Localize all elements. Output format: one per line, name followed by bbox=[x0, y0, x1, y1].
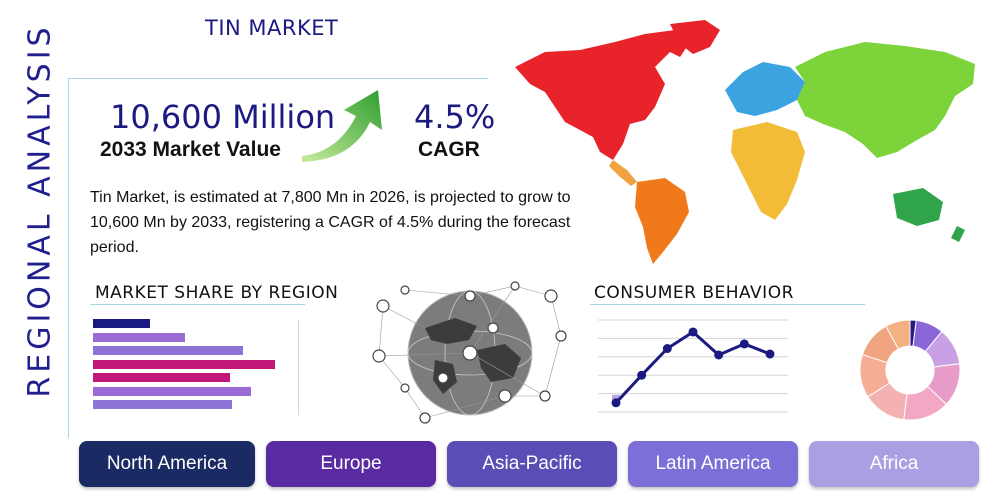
region-button-latin-america[interactable]: Latin America bbox=[628, 441, 798, 487]
new-zealand-shape bbox=[951, 226, 965, 242]
donut-chart bbox=[859, 319, 961, 421]
market-description: Tin Market, is estimated at 7,800 Mn in … bbox=[90, 189, 571, 256]
market-value: 10,600 Million bbox=[110, 98, 336, 136]
bar-5 bbox=[93, 373, 231, 382]
network-globe-image bbox=[372, 281, 567, 424]
australia-shape bbox=[893, 188, 943, 226]
asia-shape bbox=[795, 42, 975, 158]
line-point-1 bbox=[611, 398, 621, 408]
frame-left-line bbox=[68, 78, 69, 438]
bar-4 bbox=[93, 359, 276, 369]
line-point-5 bbox=[714, 350, 724, 360]
region-button-north-america[interactable]: North America bbox=[79, 441, 255, 487]
regional-analysis-text: REGIONAL ANALYSIS bbox=[22, 22, 58, 398]
africa-shape bbox=[731, 122, 805, 220]
region-label: Africa bbox=[869, 453, 919, 474]
line-point-2 bbox=[637, 370, 647, 380]
north-america-shape bbox=[515, 30, 690, 160]
bar-1 bbox=[93, 319, 151, 328]
bar-3 bbox=[93, 346, 243, 355]
bar-2 bbox=[93, 332, 186, 342]
region-label: North America bbox=[106, 453, 228, 474]
line-point-6 bbox=[739, 339, 749, 349]
region-label: Europe bbox=[320, 453, 382, 474]
greenland-shape bbox=[670, 20, 720, 54]
cagr-value: 4.5% bbox=[414, 98, 496, 136]
market-value-label: 2033 Market Value bbox=[100, 138, 281, 161]
page-title: TIN MARKET bbox=[205, 16, 339, 40]
frame-top-line bbox=[68, 78, 488, 79]
region-label: Latin America bbox=[655, 453, 771, 474]
consumer-behavior-chart bbox=[598, 319, 788, 413]
growth-arrow-icon bbox=[302, 90, 382, 162]
consumer-behavior-title: CONSUMER BEHAVIOR bbox=[594, 283, 794, 303]
region-button-europe[interactable]: Europe bbox=[266, 441, 436, 487]
cagr-label: CAGR bbox=[418, 138, 480, 161]
bar-6 bbox=[93, 386, 251, 396]
region-button-asia-pacific[interactable]: Asia-Pacific bbox=[447, 441, 617, 487]
regional-analysis-title: REGIONAL ANALYSIS bbox=[8, 0, 72, 420]
consumer-behavior-underline bbox=[590, 304, 865, 305]
world-map-image bbox=[515, 20, 975, 264]
bar-chart-axis bbox=[298, 320, 299, 415]
donut-slice-9 bbox=[885, 319, 911, 350]
region-button-africa[interactable]: Africa bbox=[809, 441, 979, 487]
market-share-underline bbox=[90, 304, 305, 305]
line-point-3 bbox=[662, 344, 672, 354]
line-point-7 bbox=[765, 349, 775, 359]
bar-7 bbox=[93, 400, 233, 409]
central-america-shape bbox=[609, 160, 637, 186]
europe-shape bbox=[725, 62, 805, 116]
region-label: Asia-Pacific bbox=[482, 453, 582, 474]
line-point-4 bbox=[688, 327, 698, 337]
south-america-shape bbox=[635, 178, 689, 264]
market-share-title: MARKET SHARE BY REGION bbox=[95, 283, 339, 303]
